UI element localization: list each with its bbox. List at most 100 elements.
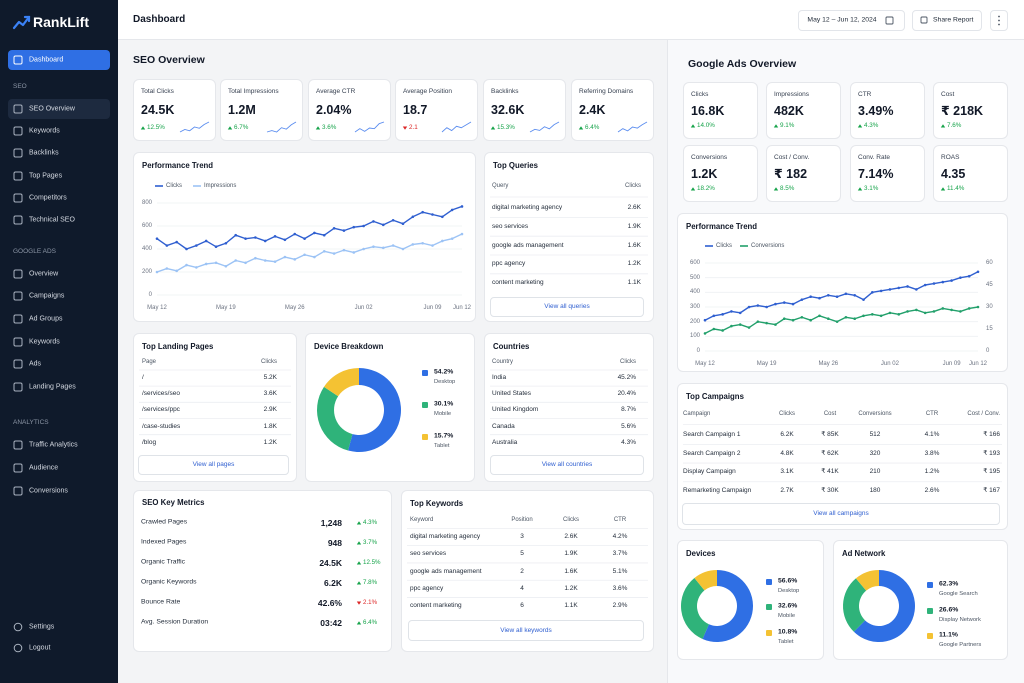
- nav-item[interactable]: Traffic Analytics: [29, 441, 78, 449]
- series-point: [844, 315, 848, 319]
- series-point: [244, 261, 247, 265]
- nav-item[interactable]: Audience: [29, 464, 59, 472]
- series-point: [450, 237, 454, 240]
- series-point: [906, 310, 909, 313]
- view-all-button[interactable]: [490, 297, 644, 317]
- table-cell: ppc agency: [492, 260, 526, 268]
- table-cell: /case-studies: [142, 422, 181, 430]
- y2-tick-label: 15: [986, 326, 993, 332]
- nav-item[interactable]: Top Pages: [29, 172, 63, 180]
- column-header: CTR: [925, 411, 939, 417]
- series-point: [897, 313, 901, 316]
- table-cell: 2.9K: [263, 406, 277, 414]
- column-header: Clicks: [779, 411, 795, 417]
- nav-item[interactable]: Settings: [29, 623, 55, 631]
- nav-icon: [13, 463, 23, 473]
- x-tick-label: Jun 12: [452, 305, 472, 311]
- nav-icon: [13, 55, 23, 65]
- nav-item[interactable]: Conversions: [29, 487, 68, 495]
- series-point: [234, 259, 238, 262]
- series-point: [362, 224, 365, 228]
- nav-item[interactable]: Technical SEO: [29, 216, 75, 224]
- table-cell: ₹ 30K: [821, 486, 839, 494]
- legend-label: Tablet: [778, 638, 794, 645]
- nav-item[interactable]: Logout: [29, 644, 51, 652]
- share-label[interactable]: Share Report: [933, 16, 974, 24]
- nav-item[interactable]: Overview: [29, 270, 59, 278]
- nav-item[interactable]: Ad Groups: [29, 315, 63, 323]
- sparkline: [354, 121, 385, 133]
- series-point: [283, 238, 287, 242]
- nav-item[interactable]: SEO Overview: [29, 105, 75, 113]
- kpi-card: [483, 79, 566, 141]
- view-all-label[interactable]: View all campaigns: [813, 509, 869, 517]
- table-cell: 4.2%: [612, 532, 628, 540]
- share-button[interactable]: [912, 10, 982, 31]
- view-all-button[interactable]: [682, 503, 1000, 525]
- view-all-label[interactable]: View all keywords: [500, 626, 552, 634]
- date-range[interactable]: May 12 – Jun 12, 2024: [807, 16, 877, 24]
- view-all-button[interactable]: [138, 455, 289, 475]
- series-point: [431, 244, 434, 247]
- nav-item[interactable]: Campaigns: [29, 292, 65, 300]
- nav-item[interactable]: Competitors: [29, 194, 67, 202]
- kpi-card: [220, 79, 303, 141]
- series-point: [391, 218, 395, 222]
- chart-title: Performance Trend: [142, 161, 214, 171]
- legend-value: 15.7%: [434, 432, 454, 440]
- date-picker[interactable]: [798, 10, 905, 31]
- x-tick-label: May 26: [818, 361, 839, 367]
- nav-item[interactable]: Keywords: [29, 127, 60, 135]
- series-point: [254, 256, 257, 260]
- trend-arrow: [140, 126, 146, 130]
- legend-label: Mobile: [778, 612, 796, 619]
- view-all-button[interactable]: [408, 620, 644, 641]
- table-cell: 2.9%: [612, 601, 628, 609]
- column-header: CTR: [613, 517, 627, 523]
- nav-item[interactable]: Dashboard: [29, 56, 64, 64]
- kpi-label: Total Clicks: [141, 87, 174, 95]
- metric-label: Indexed Pages: [141, 538, 187, 546]
- table-cell: 4.8K: [780, 449, 794, 457]
- series-point: [411, 215, 415, 219]
- metric-label: Organic Traffic: [141, 558, 186, 566]
- series-point: [774, 323, 777, 326]
- view-all-label[interactable]: View all countries: [541, 460, 593, 468]
- series-point: [809, 318, 812, 322]
- nav-item[interactable]: Landing Pages: [29, 383, 76, 391]
- nav-home[interactable]: [8, 50, 110, 70]
- series-point: [782, 301, 786, 304]
- metric-value: 42.6%: [317, 597, 342, 608]
- view-all-label[interactable]: View all pages: [192, 460, 235, 468]
- series-point: [738, 323, 742, 326]
- series-point: [879, 314, 883, 318]
- y-tick-label: 400: [689, 289, 700, 296]
- series-point: [915, 288, 918, 291]
- kpi-card: [683, 82, 758, 139]
- legend-label: Display Network: [939, 616, 981, 623]
- series-point: [214, 245, 218, 248]
- nav-item[interactable]: Backlinks: [29, 149, 59, 157]
- table-cell: ₹ 195: [983, 468, 1000, 476]
- table-cell: content marketing: [492, 278, 544, 286]
- sparkline: [617, 121, 648, 133]
- table-cell: 5: [520, 550, 524, 558]
- legend-label: Tablet: [434, 442, 450, 449]
- kpi-value: 1.2M: [228, 102, 256, 117]
- view-all-label[interactable]: View all queries: [544, 302, 590, 310]
- series-line: [704, 306, 979, 335]
- donut-slice: [348, 368, 401, 452]
- table-cell: 45.2%: [617, 373, 636, 381]
- kpi-value: 4.35: [941, 166, 966, 181]
- nav-item[interactable]: Ads: [29, 360, 42, 368]
- table-cell: 2.6%: [924, 486, 940, 494]
- view-all-button[interactable]: [490, 455, 644, 475]
- table-cell: United Kingdom: [492, 406, 539, 414]
- kpi-change: 12.5%: [147, 123, 165, 131]
- trend-arrow: [773, 124, 779, 128]
- trend-arrow: [356, 601, 362, 605]
- kpi-change: 3.6%: [322, 123, 337, 131]
- donut-card: [833, 540, 1008, 660]
- nav-item[interactable]: Keywords: [29, 338, 60, 346]
- series-point: [244, 237, 247, 240]
